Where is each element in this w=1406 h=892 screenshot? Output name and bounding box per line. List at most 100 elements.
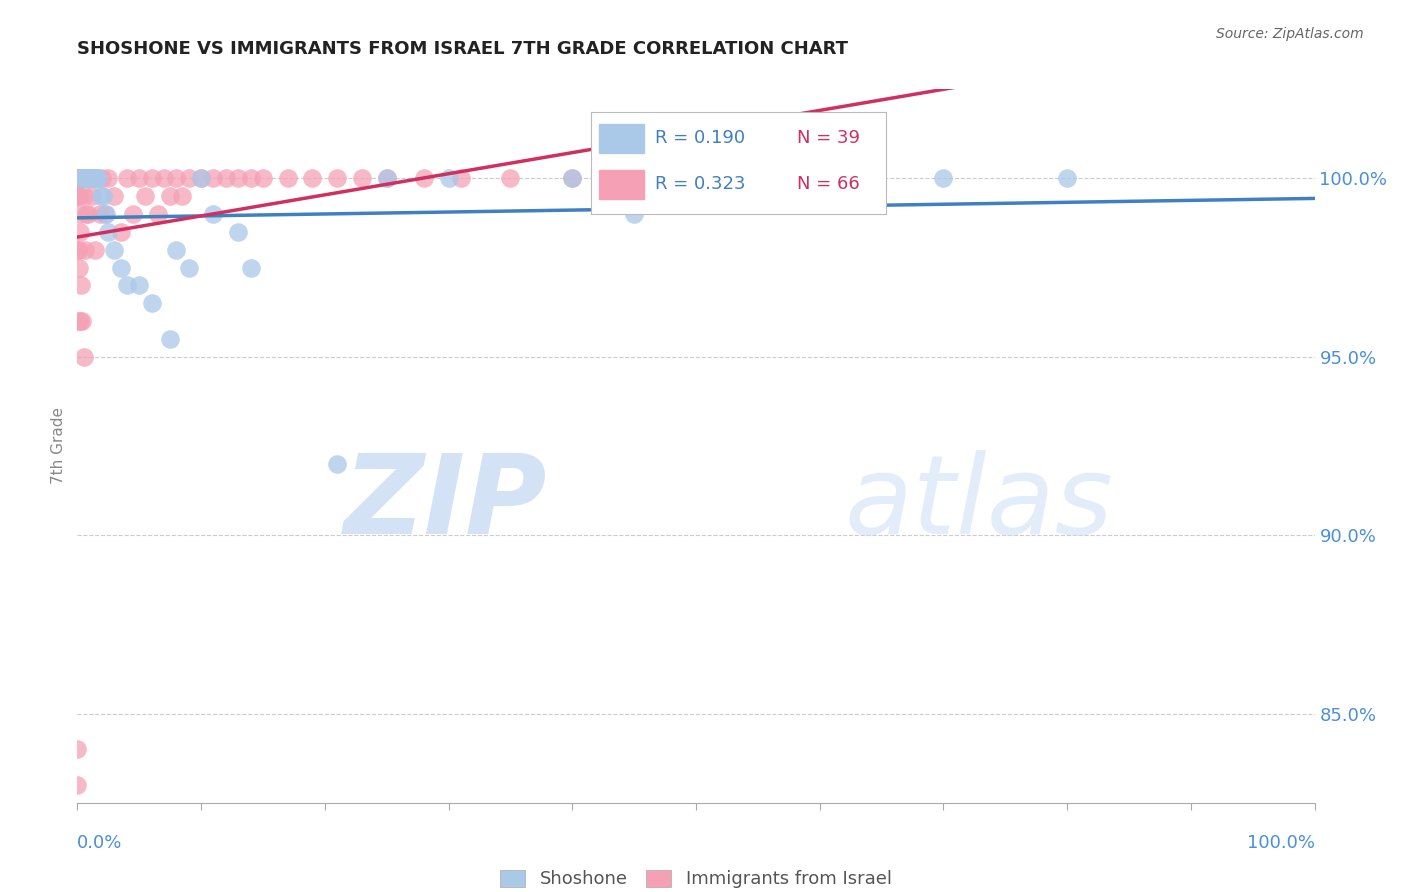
Point [69, 314, 91, 328]
Point [226, 171, 249, 186]
Point [110, 260, 132, 275]
Point [75, 207, 97, 221]
Text: 100.0%: 100.0% [1247, 834, 1315, 852]
Point [83, 171, 105, 186]
Point [202, 207, 225, 221]
Point [70, 278, 93, 293]
Point [747, 171, 769, 186]
Point [499, 171, 522, 186]
Point [69, 171, 91, 186]
Point [141, 171, 163, 186]
Text: ZIP: ZIP [344, 450, 547, 557]
Point [79, 171, 101, 186]
Point [165, 171, 187, 186]
Point [301, 171, 323, 186]
Point [72, 350, 94, 364]
Point [69, 225, 91, 239]
Point [103, 243, 125, 257]
Point [66, 189, 89, 203]
Point [93, 207, 115, 221]
Point [82, 189, 104, 203]
Point [87, 171, 110, 186]
Point [932, 171, 955, 186]
Point [177, 171, 200, 186]
Point [79, 171, 101, 186]
Point [450, 171, 472, 186]
Point [72, 189, 94, 203]
Point [67, 171, 90, 186]
Point [80, 171, 103, 186]
Point [69, 207, 91, 221]
Point [375, 171, 398, 186]
Point [67, 189, 90, 203]
Point [76, 171, 98, 186]
FancyBboxPatch shape [599, 170, 644, 199]
Point [67, 243, 90, 257]
Point [97, 171, 120, 186]
Point [134, 189, 156, 203]
Point [73, 171, 96, 186]
Point [73, 243, 96, 257]
Point [177, 260, 200, 275]
Point [75, 171, 97, 186]
Point [122, 207, 145, 221]
Point [70, 171, 93, 186]
Point [66, 243, 89, 257]
Point [69, 171, 91, 186]
Point [128, 278, 150, 293]
Point [84, 171, 107, 186]
Point [110, 225, 132, 239]
Point [66, 778, 89, 792]
Point [153, 171, 176, 186]
Point [623, 207, 645, 221]
Point [67, 260, 90, 275]
Point [326, 457, 349, 471]
Point [86, 171, 108, 186]
Point [97, 225, 120, 239]
Point [648, 171, 671, 186]
Point [103, 189, 125, 203]
Point [83, 243, 105, 257]
Point [252, 171, 274, 186]
Point [82, 171, 104, 186]
Point [66, 742, 89, 756]
Point [239, 171, 262, 186]
Point [190, 171, 212, 186]
Point [1056, 171, 1078, 186]
Point [73, 171, 96, 186]
Point [72, 171, 94, 186]
Point [747, 171, 769, 186]
Point [239, 260, 262, 275]
Point [165, 243, 187, 257]
Point [76, 171, 98, 186]
Point [70, 171, 93, 186]
Point [141, 296, 163, 310]
Point [91, 171, 114, 186]
Point [350, 171, 373, 186]
Text: Source: ZipAtlas.com: Source: ZipAtlas.com [1216, 27, 1364, 41]
Point [66, 189, 89, 203]
Text: 0.0%: 0.0% [77, 834, 122, 852]
Point [172, 189, 194, 203]
Point [202, 171, 225, 186]
Point [437, 171, 460, 186]
Point [561, 171, 583, 186]
Point [94, 207, 117, 221]
Point [66, 171, 89, 186]
Legend: Shoshone, Immigrants from Israel: Shoshone, Immigrants from Israel [494, 863, 898, 892]
Point [277, 171, 299, 186]
Point [67, 171, 90, 186]
Point [115, 278, 138, 293]
Text: SHOSHONE VS IMMIGRANTS FROM ISRAEL 7TH GRADE CORRELATION CHART: SHOSHONE VS IMMIGRANTS FROM ISRAEL 7TH G… [77, 40, 848, 58]
Text: R = 0.190: R = 0.190 [655, 129, 745, 147]
Y-axis label: 7th Grade: 7th Grade [51, 408, 66, 484]
Point [115, 171, 138, 186]
Point [72, 171, 94, 186]
FancyBboxPatch shape [599, 124, 644, 153]
Text: N = 66: N = 66 [797, 176, 860, 194]
Point [90, 189, 112, 203]
Point [159, 189, 181, 203]
Point [215, 171, 238, 186]
Point [190, 171, 212, 186]
Point [226, 225, 249, 239]
